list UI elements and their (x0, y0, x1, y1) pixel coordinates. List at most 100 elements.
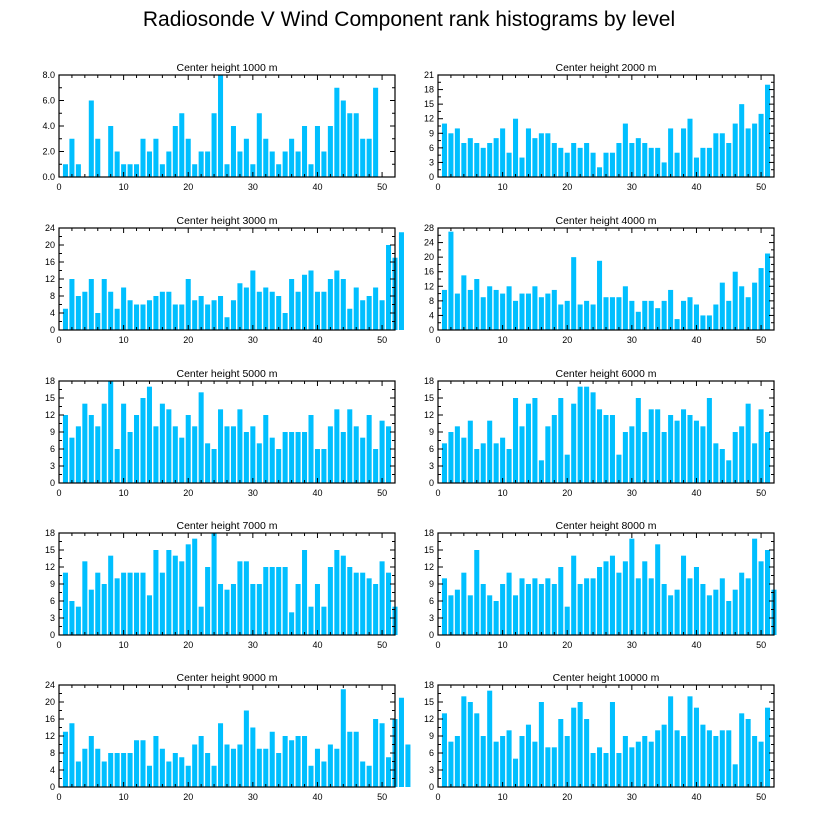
x-tick-label: 10 (498, 488, 508, 498)
x-tick-label: 0 (435, 488, 440, 498)
histogram-bar (347, 409, 353, 483)
histogram-bar (366, 578, 372, 635)
histogram-bar (441, 123, 447, 177)
x-tick-label: 30 (627, 182, 637, 192)
histogram-bar (373, 87, 379, 177)
histogram-bar (353, 287, 359, 330)
histogram-bar (538, 702, 544, 787)
histogram-bar (700, 724, 706, 787)
histogram-panel-7: Center height 7000 m 0 10 20 30 40 50 0 3 6 9 12 15 1… (45, 520, 398, 650)
x-tick-label: 50 (377, 335, 387, 345)
histogram-bar (622, 432, 628, 483)
histogram-bar (635, 398, 641, 483)
histogram-bar (564, 152, 570, 177)
y-tick-label: 15 (424, 99, 434, 109)
histogram-bar (655, 308, 661, 330)
histogram-bar (597, 167, 603, 177)
histogram-bar (745, 403, 751, 483)
histogram-bar (687, 297, 693, 330)
histogram-bar (635, 311, 641, 330)
histogram-bar (752, 443, 758, 483)
histogram-panel-6: Center height 6000 m 0 10 20 30 40 50 0 3 6 9 12 15 1… (424, 368, 775, 498)
histogram-bar (289, 740, 295, 787)
y-tick-label: 4 (50, 765, 55, 775)
histogram-bar (584, 386, 590, 483)
y-tick-label: 3 (429, 157, 434, 167)
histogram-bar (405, 744, 411, 787)
y-tick-label: 3 (50, 461, 55, 471)
histogram-bar (525, 724, 531, 787)
histogram-bar (668, 595, 674, 635)
histogram-bar (603, 152, 609, 177)
histogram-bar (62, 164, 68, 177)
histogram-bar (237, 283, 243, 330)
x-tick-label: 50 (756, 335, 766, 345)
y-tick-label: 6 (50, 596, 55, 606)
x-tick-label: 30 (627, 640, 637, 650)
histogram-bar (289, 279, 295, 330)
histogram-bar (121, 164, 127, 177)
x-tick-label: 40 (691, 182, 701, 192)
histogram-bar (487, 143, 493, 177)
histogram-bar (616, 572, 622, 635)
histogram-bar (159, 572, 165, 635)
y-tick-label: 4 (429, 310, 434, 320)
histogram-bar (564, 736, 570, 787)
histogram-bar (88, 100, 94, 177)
histogram-bar (69, 723, 75, 787)
histogram-bar (745, 578, 751, 635)
histogram-bar (441, 578, 447, 635)
histogram-bar (211, 300, 217, 330)
histogram-bar (474, 449, 480, 483)
histogram-bar (153, 426, 159, 483)
histogram-bar (590, 392, 596, 483)
histogram-bar (635, 578, 641, 635)
histogram-bar (525, 584, 531, 635)
histogram-bar (693, 420, 699, 483)
histogram-bar (114, 308, 120, 330)
histogram-bar (681, 300, 687, 330)
histogram-bar (256, 291, 262, 330)
histogram-bar (506, 152, 512, 177)
histogram-bar (250, 584, 256, 635)
histogram-bar (545, 293, 551, 330)
histogram-bar (577, 304, 583, 330)
histogram-bar (373, 287, 379, 330)
histogram-bar (192, 426, 198, 483)
histogram-bar (480, 736, 486, 787)
y-tick-label: 21 (424, 70, 434, 80)
histogram-bar (166, 291, 172, 330)
histogram-bar (308, 765, 314, 787)
histogram-bar (719, 578, 725, 635)
histogram-bar (758, 561, 764, 635)
histogram-bar (218, 723, 224, 787)
histogram-bar (386, 572, 392, 635)
histogram-bar (648, 409, 654, 483)
histogram-bar (629, 426, 635, 483)
histogram-bar (218, 584, 224, 635)
histogram-bar (758, 113, 764, 177)
histogram-bar (558, 567, 564, 635)
histogram-bar (179, 561, 185, 635)
histogram-bar (571, 403, 577, 483)
histogram-bar (108, 555, 114, 635)
y-tick-label: 3 (429, 765, 434, 775)
main-title: Radiosonde V Wind Component rank histogr… (142, 8, 676, 31)
y-tick-label: 9 (50, 427, 55, 437)
histogram-bar (243, 710, 249, 787)
histogram-bar (108, 753, 114, 787)
histogram-bar (82, 291, 88, 330)
histogram-bar (353, 572, 359, 635)
histogram-bar (668, 415, 674, 483)
histogram-bar (205, 753, 211, 787)
x-tick-label: 50 (377, 488, 387, 498)
x-tick-label: 20 (562, 640, 572, 650)
histogram-bar (719, 730, 725, 787)
y-tick-label: 24 (45, 223, 55, 233)
histogram-bar (340, 279, 346, 330)
histogram-bar (334, 87, 340, 177)
histogram-bar (153, 296, 159, 330)
y-tick-label: 20 (45, 240, 55, 250)
histogram-bar (269, 567, 275, 635)
histogram-bar (360, 572, 366, 635)
